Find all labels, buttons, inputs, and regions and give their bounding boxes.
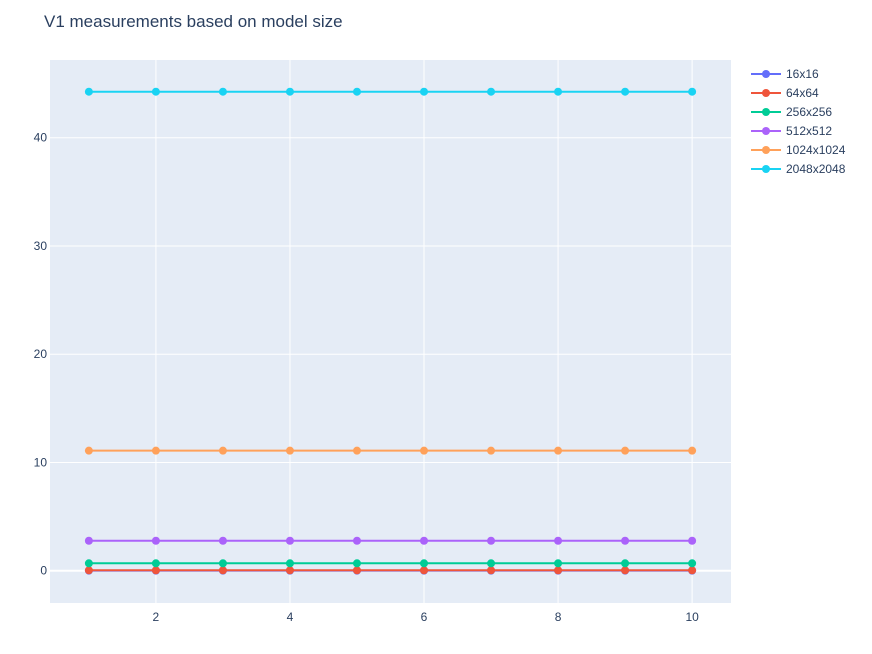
legend-swatch-marker <box>762 108 770 116</box>
data-point <box>352 559 361 568</box>
data-point <box>554 566 563 575</box>
data-point <box>621 446 630 455</box>
data-point <box>352 446 361 455</box>
data-point <box>285 536 294 545</box>
grid <box>50 60 731 603</box>
x-axis: 2 4 6 8 10 <box>153 610 700 624</box>
x-tick-label: 4 <box>287 610 294 624</box>
series-256x256 <box>84 559 697 568</box>
data-point <box>218 446 227 455</box>
legend-label: 64x64 <box>786 86 819 100</box>
legend-label: 512x512 <box>786 124 832 138</box>
data-point <box>84 559 93 568</box>
legend-label: 1024x1024 <box>786 143 846 157</box>
data-point <box>151 566 160 575</box>
data-point <box>688 536 697 545</box>
chart-title: V1 measurements based on model size <box>44 12 343 31</box>
legend-swatch-marker <box>762 146 770 154</box>
legend-item[interactable]: 1024x1024 <box>751 143 846 157</box>
x-tick-label: 10 <box>685 610 699 624</box>
data-point <box>554 536 563 545</box>
data-point <box>218 566 227 575</box>
data-point <box>218 87 227 96</box>
series-512x512 <box>84 536 697 545</box>
series-group <box>84 87 697 575</box>
data-point <box>420 87 429 96</box>
data-point <box>352 536 361 545</box>
data-point <box>285 87 294 96</box>
data-point <box>487 446 496 455</box>
data-point <box>218 536 227 545</box>
series-1024x1024 <box>84 446 697 455</box>
data-point <box>554 446 563 455</box>
data-point <box>621 536 630 545</box>
data-point <box>84 566 93 575</box>
legend-item[interactable]: 64x64 <box>751 86 819 100</box>
data-point <box>285 566 294 575</box>
data-point <box>420 559 429 568</box>
data-point <box>218 559 227 568</box>
x-tick-label: 2 <box>153 610 160 624</box>
data-point <box>84 87 93 96</box>
data-point <box>84 536 93 545</box>
legend-item[interactable]: 256x256 <box>751 105 832 119</box>
data-point <box>688 87 697 96</box>
data-point <box>84 446 93 455</box>
y-axis: 0 10 20 30 40 <box>34 131 48 578</box>
legend-item[interactable]: 16x16 <box>751 67 819 81</box>
data-point <box>285 559 294 568</box>
data-point <box>151 536 160 545</box>
data-point <box>285 446 294 455</box>
data-point <box>554 87 563 96</box>
y-tick-label: 10 <box>34 455 48 469</box>
data-point <box>621 566 630 575</box>
data-point <box>688 559 697 568</box>
legend-swatch-marker <box>762 70 770 78</box>
data-point <box>151 559 160 568</box>
data-point <box>688 446 697 455</box>
legend-label: 256x256 <box>786 105 832 119</box>
legend-swatch-marker <box>762 127 770 135</box>
y-tick-label: 0 <box>40 564 47 578</box>
legend-item[interactable]: 512x512 <box>751 124 832 138</box>
data-point <box>420 446 429 455</box>
data-point <box>487 559 496 568</box>
data-point <box>151 446 160 455</box>
y-tick-label: 40 <box>34 131 48 145</box>
legend-swatch-marker <box>762 165 770 173</box>
data-point <box>621 559 630 568</box>
legend-item[interactable]: 2048x2048 <box>751 162 846 176</box>
data-point <box>420 536 429 545</box>
data-point <box>487 87 496 96</box>
data-point <box>621 87 630 96</box>
data-point <box>487 566 496 575</box>
legend-swatch-marker <box>762 89 770 97</box>
data-point <box>151 87 160 96</box>
x-tick-label: 8 <box>555 610 562 624</box>
plot-area <box>50 60 731 603</box>
legend-label: 2048x2048 <box>786 162 846 176</box>
y-tick-label: 30 <box>34 239 48 253</box>
y-tick-label: 20 <box>34 347 48 361</box>
legend-label: 16x16 <box>786 67 819 81</box>
x-tick-label: 6 <box>421 610 428 624</box>
series-2048x2048 <box>84 87 697 96</box>
data-point <box>487 536 496 545</box>
series-64x64 <box>84 566 697 575</box>
data-point <box>352 566 361 575</box>
data-point <box>420 566 429 575</box>
data-point <box>554 559 563 568</box>
data-point <box>688 566 697 575</box>
data-point <box>352 87 361 96</box>
legend: 16x16 64x64 256x256 512x512 1024x1024 2048x20… <box>751 67 846 176</box>
